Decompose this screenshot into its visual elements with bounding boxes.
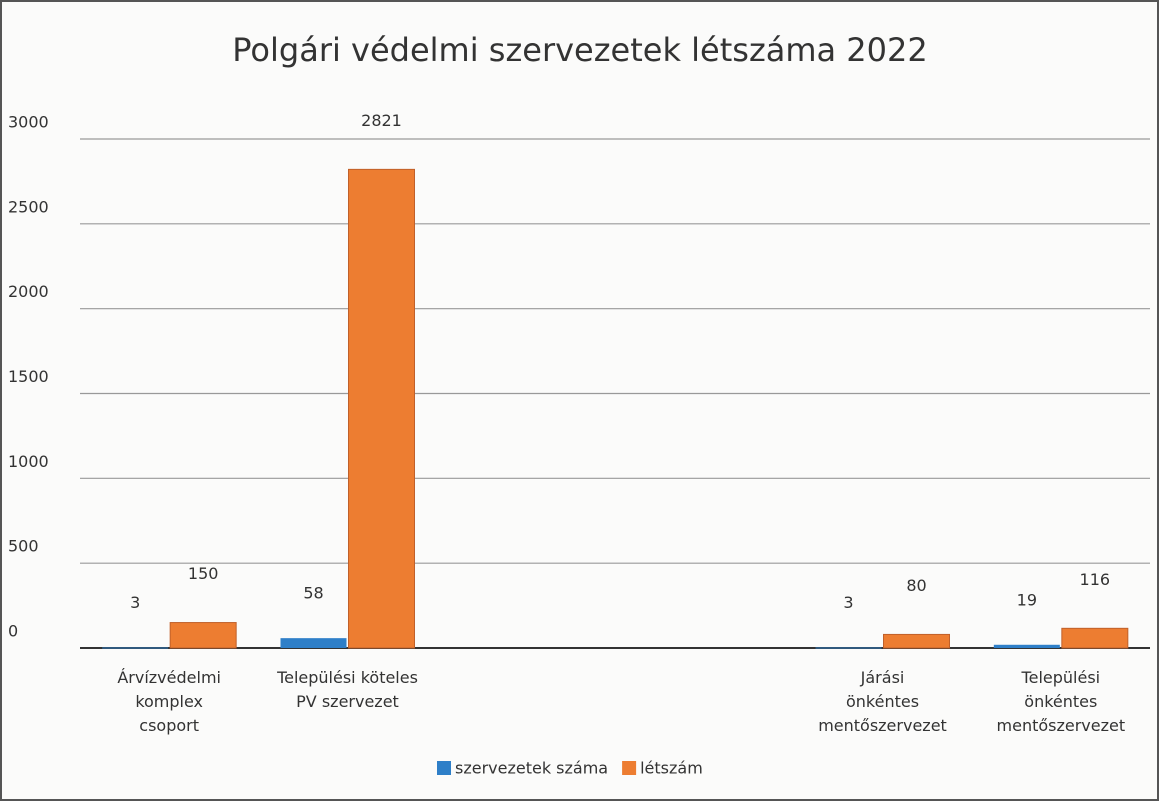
bar xyxy=(348,168,415,649)
y-tick-label: 1500 xyxy=(8,367,49,386)
data-label: 3 xyxy=(843,593,853,612)
x-tick-label: Települési köteles PV szervezet xyxy=(276,668,418,711)
x-tick-line: csoport xyxy=(139,716,199,735)
x-tick-line: mentőszervezet xyxy=(818,716,947,735)
x-tick-line: önkéntes xyxy=(1024,692,1097,711)
data-label: 80 xyxy=(906,576,926,595)
x-tick-label: Járási önkéntes mentőszervezet xyxy=(818,668,947,735)
bar xyxy=(1061,627,1129,649)
chart-title: Polgári védelmi szervezetek létszáma 202… xyxy=(232,31,927,69)
bar xyxy=(883,633,950,649)
data-label: 2821 xyxy=(361,111,402,130)
x-tick-line: PV szervezet xyxy=(296,692,399,711)
x-tick-line: Települési köteles xyxy=(276,668,418,687)
bar xyxy=(169,622,237,649)
legend-label: létszám xyxy=(640,759,703,778)
data-label: 150 xyxy=(188,564,219,583)
y-tick-label: 2500 xyxy=(8,197,49,216)
bar xyxy=(280,638,347,648)
data-label: 3 xyxy=(130,593,140,612)
legend-swatch xyxy=(622,761,637,775)
x-tick-line: mentőszervezet xyxy=(997,716,1126,735)
y-tick-label: 3000 xyxy=(8,113,49,132)
legend-swatch xyxy=(437,761,451,775)
data-label: 116 xyxy=(1080,570,1111,589)
y-tick-label: 1000 xyxy=(8,452,49,471)
x-tick-label: Árvízvédelmi komplex csoport xyxy=(117,668,221,735)
bar xyxy=(993,644,1060,648)
data-label: 58 xyxy=(303,584,323,603)
bar xyxy=(102,647,169,649)
y-tick-label: 0 xyxy=(8,622,18,641)
x-tick-line: Járási xyxy=(860,668,905,687)
y-tick-label: 500 xyxy=(8,537,39,556)
x-tick-line: komplex xyxy=(135,692,203,711)
x-tick-line: Árvízvédelmi xyxy=(117,668,221,687)
x-tick-line: Települési xyxy=(1021,668,1101,687)
x-tick-label: Települési önkéntes mentőszervezet xyxy=(997,668,1126,735)
bar xyxy=(815,647,882,649)
y-tick-label: 2000 xyxy=(8,282,49,301)
x-tick-line: önkéntes xyxy=(846,692,919,711)
data-label: 19 xyxy=(1017,590,1037,609)
legend-label: szervezetek száma xyxy=(455,759,608,778)
